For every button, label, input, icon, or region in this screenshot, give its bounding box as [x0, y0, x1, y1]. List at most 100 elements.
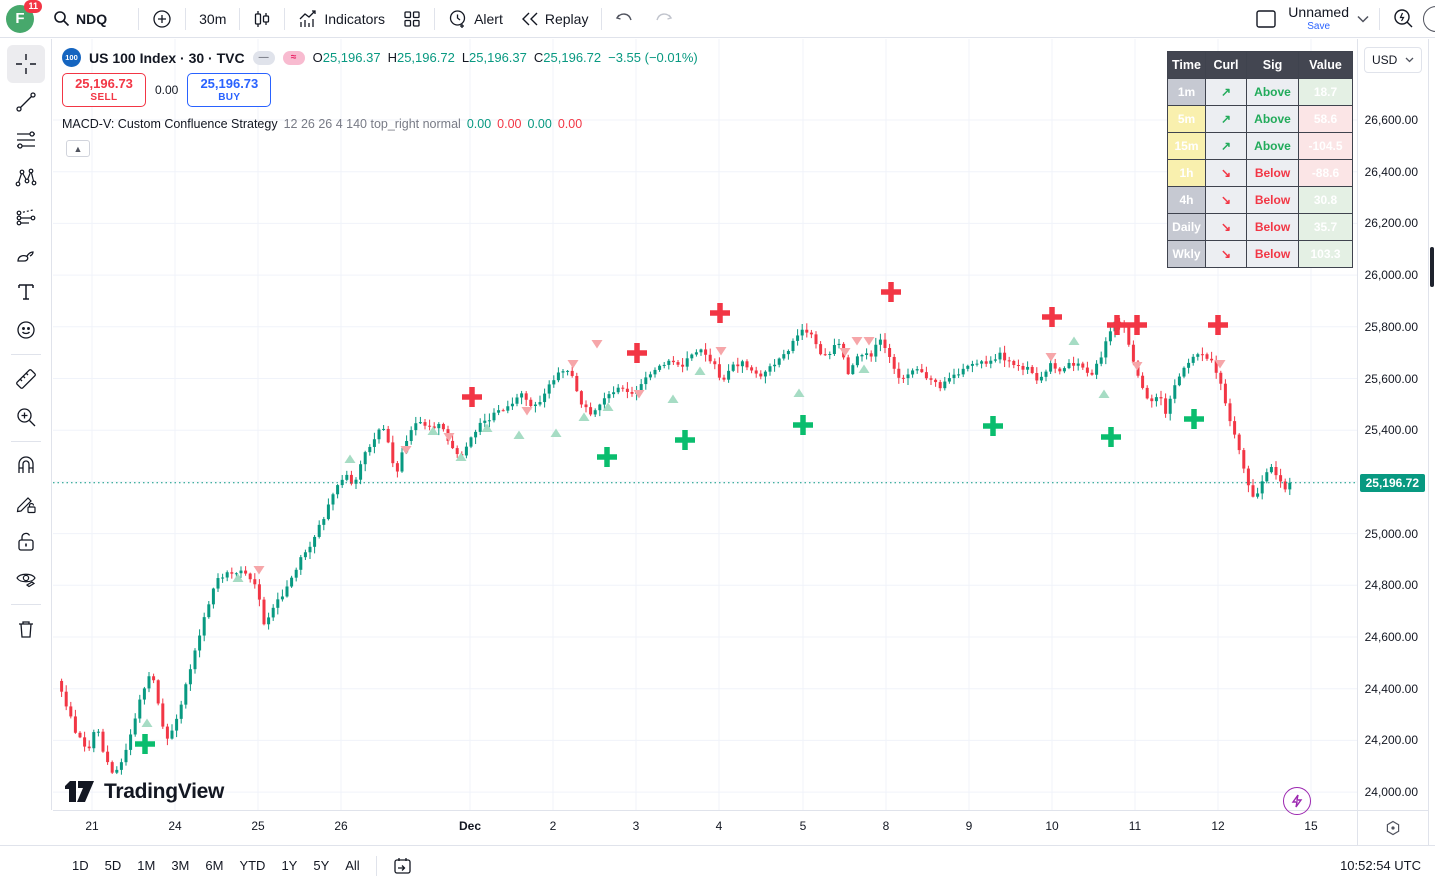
- go-to-date-button[interactable]: [385, 852, 420, 879]
- range-button-5y[interactable]: 5Y: [313, 858, 330, 873]
- alert-label: Alert: [474, 10, 503, 27]
- signal-state: Above: [1247, 79, 1298, 105]
- tool-magnet[interactable]: [7, 447, 45, 485]
- signal-state: Above: [1247, 133, 1298, 159]
- time-axis-label: 11: [1128, 819, 1142, 833]
- user-menu-button[interactable]: F 11: [6, 0, 42, 33]
- symbol-search-button[interactable]: NDQ: [44, 4, 116, 34]
- tool-text[interactable]: [7, 273, 45, 311]
- tool-emoji[interactable]: [7, 311, 45, 349]
- buy-label: BUY: [218, 91, 241, 103]
- tool-xabcd-pattern[interactable]: [7, 159, 45, 197]
- layout-panel-button[interactable]: [1246, 4, 1286, 34]
- toolbar-separator: [601, 7, 603, 30]
- save-layout-button[interactable]: Unnamed Save: [1286, 4, 1351, 32]
- price-axis-label: 25,600.00: [1364, 371, 1418, 386]
- bottom-toolbar: 1D 5D 1M 3M 6M YTD 1Y 5Y All 10:52:54 UTC: [0, 845, 1435, 885]
- chart-canvas[interactable]: [53, 39, 1357, 810]
- tool-projection[interactable]: [7, 197, 45, 235]
- tool-trend-line[interactable]: [7, 83, 45, 121]
- tool-ruler[interactable]: [7, 360, 45, 398]
- clock[interactable]: 10:52:54 UTC: [1340, 858, 1421, 873]
- legend-collapse-button[interactable]: ▲: [66, 140, 90, 157]
- price-axis[interactable]: USD 25,196.72 26,600.00 26,400.00 26,200.0…: [1357, 39, 1428, 810]
- range-button-1m[interactable]: 1M: [137, 858, 156, 873]
- trade-panel: 25,196.73 SELL 0.00 25,196.73 BUY: [62, 73, 272, 107]
- tool-fib-retracement[interactable]: [7, 121, 45, 159]
- axis-settings-corner[interactable]: [1357, 810, 1428, 845]
- signal-table-header: Value: [1299, 52, 1352, 78]
- range-button-6m[interactable]: 6M: [205, 858, 224, 873]
- tool-hide-drawings[interactable]: [7, 561, 45, 599]
- price-axis-label: 25,000.00: [1364, 526, 1418, 541]
- notification-badge: 11: [24, 0, 42, 13]
- watermark-text: TradingView: [104, 780, 225, 803]
- instant-order-flash-button[interactable]: [1283, 787, 1311, 815]
- range-button-ytd[interactable]: YTD: [239, 858, 266, 873]
- right-panel-edge: [1428, 39, 1435, 845]
- replay-button[interactable]: Replay: [512, 4, 598, 34]
- add-symbol-button[interactable]: [143, 4, 181, 34]
- toolbar-separator: [1379, 7, 1380, 30]
- range-button-all[interactable]: All: [345, 858, 360, 873]
- indicator-legend[interactable]: MACD-V: Custom Confluence Strategy 12 26…: [62, 117, 582, 131]
- open-value: 25,196.37: [322, 50, 381, 65]
- price-axis-label: 26,200.00: [1364, 216, 1418, 231]
- indicators-button[interactable]: Indicators: [289, 4, 394, 34]
- range-button-5d[interactable]: 5D: [104, 858, 122, 873]
- legend-toggle-icon[interactable]: —: [252, 50, 275, 65]
- time-axis-label: 5: [799, 819, 807, 833]
- range-button-1d[interactable]: 1D: [72, 858, 89, 873]
- indicator-templates-button[interactable]: [394, 4, 430, 34]
- redo-button[interactable]: [644, 4, 682, 34]
- chart-style-button[interactable]: [244, 4, 280, 34]
- toolbar-separator: [10, 604, 41, 605]
- signal-timeframe: Daily: [1168, 214, 1205, 240]
- range-button-1y[interactable]: 1Y: [281, 858, 298, 873]
- alert-button[interactable]: Alert: [439, 4, 512, 34]
- tool-brush[interactable]: [7, 235, 45, 273]
- scrollbar-thumb[interactable]: [1430, 247, 1434, 287]
- tool-crosshair[interactable]: [6, 45, 45, 83]
- spread-value: 0.00: [155, 83, 179, 97]
- time-axis-label: 10: [1045, 819, 1059, 833]
- currency-dropdown[interactable]: USD: [1364, 47, 1422, 73]
- legend-wave-toggle-icon[interactable]: ≈: [282, 50, 305, 65]
- tool-drawing-sync-lock[interactable]: [7, 485, 45, 523]
- sell-button[interactable]: 25,196.73 SELL: [62, 73, 146, 107]
- tradingview-logo-icon: [64, 781, 98, 803]
- tool-lock-all-drawings[interactable]: [7, 523, 45, 561]
- price-axis-label: 25,800.00: [1364, 319, 1418, 334]
- tradingview-watermark[interactable]: TradingView: [64, 780, 224, 804]
- gear-icon: [1385, 820, 1401, 836]
- tool-remove-drawings[interactable]: [7, 610, 45, 648]
- undo-button[interactable]: [606, 4, 644, 34]
- zoom-in-icon: [15, 406, 37, 428]
- alert-clock-icon: [448, 9, 468, 29]
- tool-zoom-in[interactable]: [7, 398, 45, 436]
- save-label: Save: [1307, 20, 1331, 32]
- buy-button[interactable]: 25,196.73 BUY: [187, 73, 272, 107]
- toolbar-separator: [10, 441, 41, 442]
- time-axis[interactable]: 21 24 25 26 Dec 2 3 4 5 8 9 10 11 12 15: [53, 810, 1357, 845]
- signal-value: 30.8: [1299, 187, 1352, 213]
- lightning-icon: [1291, 794, 1303, 808]
- signal-timeframe: 5m: [1168, 106, 1205, 132]
- time-axis-label: 8: [882, 819, 890, 833]
- indicator-value: 0.00: [557, 117, 583, 131]
- signal-table-header: Curl: [1206, 52, 1246, 78]
- range-button-3m[interactable]: 3M: [171, 858, 190, 873]
- text-icon: [15, 281, 37, 303]
- symbol-title[interactable]: US 100 Index · 30 · TVC: [89, 49, 245, 66]
- layout-menu-chevron[interactable]: [1351, 4, 1375, 34]
- time-axis-label: 26: [334, 819, 348, 833]
- signal-direction-arrow: ↘: [1206, 160, 1246, 186]
- signal-direction-arrow: ↗: [1206, 133, 1246, 159]
- price-axis-label: 24,600.00: [1364, 630, 1418, 644]
- toolbar-separator: [284, 7, 286, 30]
- price-axis-label: 26,000.00: [1364, 268, 1418, 283]
- symbol-search-text: NDQ: [76, 10, 108, 27]
- signal-table-header: Sig: [1247, 52, 1298, 78]
- interval-button[interactable]: 30m: [190, 4, 235, 34]
- quick-search-button[interactable]: [1384, 4, 1423, 34]
